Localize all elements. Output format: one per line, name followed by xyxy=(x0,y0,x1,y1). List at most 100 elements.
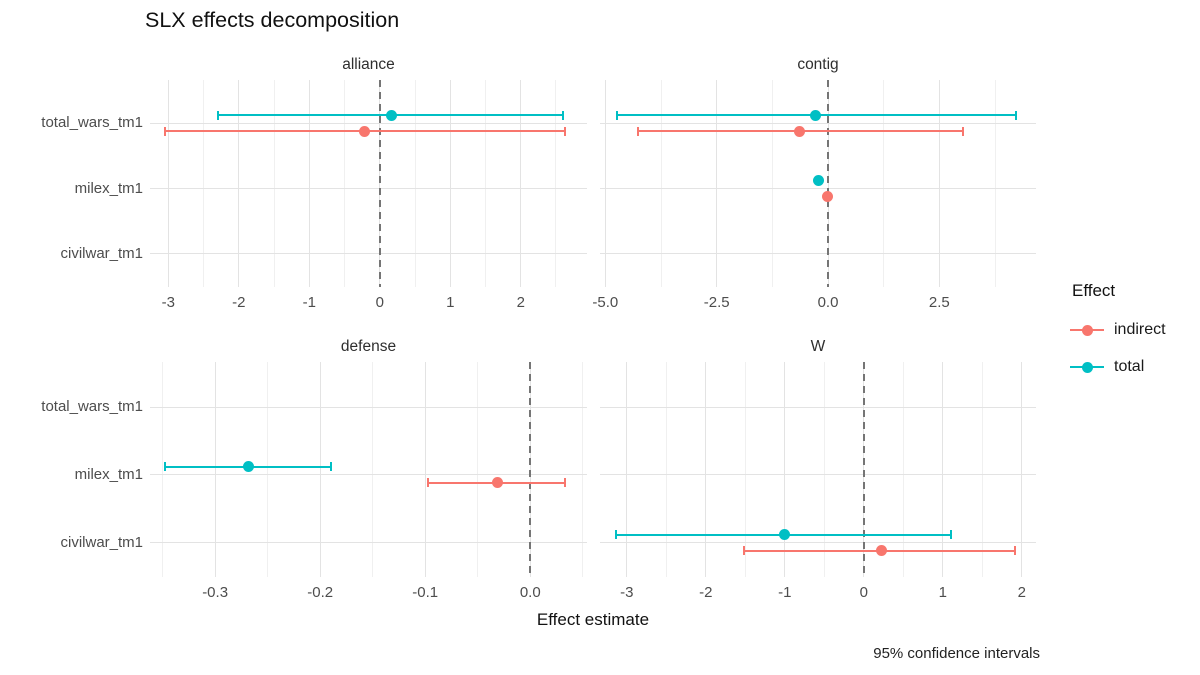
y-axis-label: milex_tm1 xyxy=(74,465,143,483)
x-tick-label: -1 xyxy=(778,584,792,601)
legend-entry-label: indirect xyxy=(1114,321,1166,338)
x-tick-label: 2 xyxy=(1017,584,1026,601)
legend-key-icon xyxy=(1070,359,1104,375)
x-axis-title: Effect estimate xyxy=(536,610,650,629)
x-tick-label: -5.0 xyxy=(592,294,619,311)
category-gridline xyxy=(150,253,587,255)
error-bar-cap-right xyxy=(949,530,952,540)
minor-gridline xyxy=(823,362,825,577)
x-tick-label: 2.5 xyxy=(928,294,950,311)
data-point-total xyxy=(810,109,822,121)
major-gridline xyxy=(626,362,628,577)
x-tick-label: 0.0 xyxy=(519,584,541,601)
error-bar-cap-left xyxy=(636,126,639,136)
category-gridline xyxy=(600,253,1036,255)
data-point-total xyxy=(386,109,398,121)
minor-gridline xyxy=(994,80,996,287)
legend-key-dot xyxy=(1081,361,1093,373)
minor-gridline xyxy=(744,362,746,577)
data-point-total xyxy=(243,461,255,473)
minor-gridline xyxy=(162,362,164,577)
facet-title-alliance: alliance xyxy=(342,56,395,73)
category-gridline xyxy=(150,122,587,124)
major-gridline xyxy=(716,80,718,287)
error-bar-cap-left xyxy=(216,110,219,120)
x-tick-label: -3 xyxy=(620,584,634,601)
major-gridline xyxy=(449,80,451,287)
y-axis-label: civilwar_tm1 xyxy=(60,244,143,262)
error-bar-cap-right xyxy=(1014,110,1017,120)
legend-entry-total: total xyxy=(1070,353,1166,381)
legend-entry-indirect: indirect xyxy=(1070,316,1166,344)
x-tick-label: 1 xyxy=(938,584,947,601)
zero-reference-line xyxy=(378,80,381,287)
category-gridline xyxy=(600,406,1036,408)
error-bar-cap-right xyxy=(563,478,566,488)
y-axis-label: milex_tm1 xyxy=(74,179,143,197)
error-bar-cap-left xyxy=(614,530,617,540)
minor-gridline xyxy=(582,362,584,577)
error-bar-cap-left xyxy=(163,126,166,136)
major-gridline xyxy=(238,80,240,287)
minor-gridline xyxy=(267,362,269,577)
x-tick-label: -0.1 xyxy=(412,584,439,601)
minor-gridline xyxy=(660,80,662,287)
error-bar-cap-right xyxy=(1014,546,1017,556)
error-bar-cap-left xyxy=(427,478,430,488)
x-tick-label: 1 xyxy=(446,294,455,311)
category-gridline xyxy=(600,188,1036,190)
minor-gridline xyxy=(344,80,346,287)
facet-title-defense: defense xyxy=(340,338,397,355)
x-tick-label: -1 xyxy=(302,294,316,311)
plot-title: SLX effects decomposition xyxy=(145,8,400,32)
minor-gridline xyxy=(273,80,275,287)
major-gridline xyxy=(319,362,321,577)
legend: indirect total xyxy=(1070,316,1166,390)
x-tick-label: 0 xyxy=(859,584,868,601)
legend-key-icon xyxy=(1070,322,1104,338)
zero-reference-line xyxy=(862,362,865,577)
legend-entry-label: total xyxy=(1114,358,1145,375)
x-tick-label: -2 xyxy=(232,294,246,311)
data-point-indirect xyxy=(821,191,833,203)
data-point-total xyxy=(778,529,790,541)
x-tick-label: 2 xyxy=(516,294,525,311)
major-gridline xyxy=(705,362,707,577)
major-gridline xyxy=(520,80,522,287)
data-point-indirect xyxy=(794,125,806,137)
minor-gridline xyxy=(485,80,486,287)
y-axis-label: civilwar_tm1 xyxy=(60,533,143,551)
category-gridline xyxy=(150,474,587,476)
minor-gridline xyxy=(902,362,904,577)
x-tick-label: -2.5 xyxy=(703,294,730,311)
category-gridline xyxy=(600,542,1036,544)
error-bar-cap-left xyxy=(742,546,745,556)
category-gridline xyxy=(600,122,1036,124)
x-tick-label: 0.0 xyxy=(817,294,839,311)
zero-reference-line xyxy=(529,362,532,577)
data-point-indirect xyxy=(875,545,887,557)
major-gridline xyxy=(167,80,169,287)
minor-gridline xyxy=(981,362,983,577)
category-gridline xyxy=(600,474,1036,476)
major-gridline xyxy=(308,80,310,287)
major-gridline xyxy=(938,80,940,287)
x-tick-label: -0.3 xyxy=(202,584,229,601)
minor-gridline xyxy=(883,80,885,287)
minor-gridline xyxy=(372,362,374,577)
error-bar-cap-right xyxy=(564,126,567,136)
x-tick-label: 0 xyxy=(375,294,384,311)
x-tick-label: -0.2 xyxy=(307,584,334,601)
y-axis-label: total_wars_tm1 xyxy=(41,114,143,132)
major-gridline xyxy=(214,362,216,577)
major-gridline xyxy=(424,362,426,577)
minor-gridline xyxy=(414,80,416,287)
legend-key-dot xyxy=(1081,324,1093,336)
zero-reference-line xyxy=(827,80,830,287)
facet-title-contig: contig xyxy=(797,56,839,73)
category-gridline xyxy=(150,188,587,190)
x-tick-label: -2 xyxy=(699,584,713,601)
category-gridline xyxy=(150,406,587,408)
minor-gridline xyxy=(665,362,667,577)
